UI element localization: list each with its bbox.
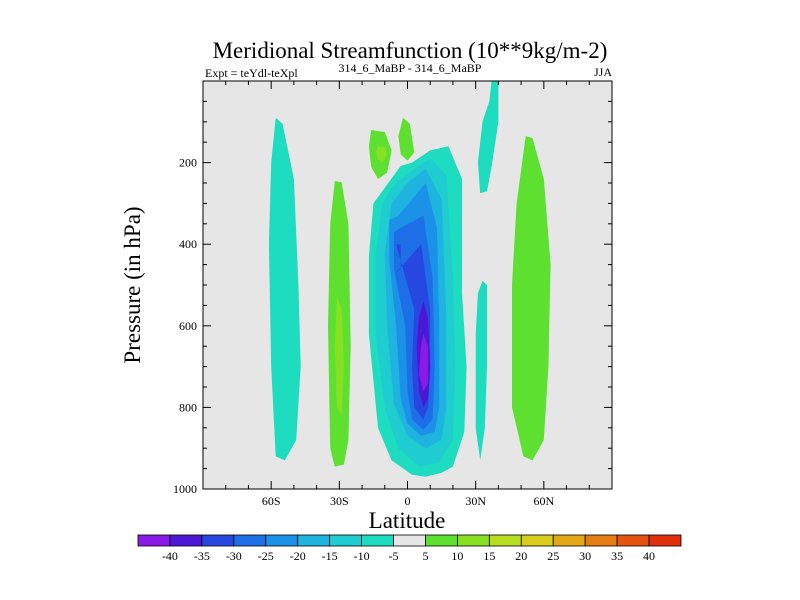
- contour-region-17: [512, 136, 551, 461]
- colorbar-label: 40: [643, 549, 655, 563]
- colorbar-label: -10: [354, 549, 370, 563]
- colorbar-label: 30: [579, 549, 591, 563]
- x-axis-label: Latitude: [369, 508, 446, 533]
- colorbar-label: 5: [422, 549, 428, 563]
- colorbar-swatch-5: [265, 534, 299, 547]
- contour-region-15: [477, 81, 499, 194]
- chart-title: Meridional Streamfunction (10**9kg/m-2): [213, 38, 608, 63]
- colorbar-swatch-2: [169, 534, 203, 547]
- colorbar-swatch-16: [616, 534, 650, 547]
- colorbar-label: -40: [162, 549, 178, 563]
- y-axis-ticks: 200 400 600 800 1000: [173, 156, 612, 496]
- colorbar-label: -35: [194, 549, 210, 563]
- contour-region-6: [398, 117, 415, 161]
- x-tick-label: 60S: [262, 494, 281, 508]
- colorbar-label: 20: [515, 549, 527, 563]
- subtitle-center: 314_6_MaBP - 314_6_MaBP: [339, 61, 482, 75]
- contour-region-16: [475, 280, 487, 461]
- contour-region-3: [334, 297, 344, 416]
- x-tick-label: 60N: [533, 494, 554, 508]
- y-tick-label: 600: [179, 319, 197, 333]
- colorbar-swatch-10: [425, 534, 458, 547]
- y-tick-label: 200: [179, 156, 197, 170]
- y-axis-label: Pressure (in hPa): [120, 206, 145, 363]
- colorbar-swatch-3: [201, 534, 235, 547]
- subtitle-right: JJA: [594, 65, 612, 79]
- colorbar-swatch-8: [361, 534, 394, 547]
- colorbar-swatch-17: [648, 534, 682, 547]
- colorbar-label: -25: [258, 549, 274, 563]
- colorbar-label: 10: [451, 549, 463, 563]
- contour-region-1: [268, 117, 301, 461]
- y-tick-label: 400: [179, 237, 197, 251]
- minor-ticks: [203, 81, 612, 489]
- colorbar-swatch-15: [584, 534, 618, 547]
- contour-region-5: [375, 146, 388, 163]
- plot-area: 60S 30S 0 30N 60N 200 400 600 800 1000: [173, 80, 613, 508]
- subtitle-left: Expt = teYdl-teXpl: [205, 66, 298, 80]
- colorbar: -40 -35 -30 -25 -20 -15 -10 -5 5 10 15 20 25 30 35 40: [137, 534, 682, 563]
- colorbar-label: -5: [389, 549, 399, 563]
- colorbar-label: -30: [226, 549, 242, 563]
- colorbar-label: -15: [322, 549, 338, 563]
- colorbar-label: -20: [290, 549, 306, 563]
- colorbar-label: 35: [611, 549, 623, 563]
- colorbar-swatch-9: [393, 534, 426, 547]
- colorbar-label: 25: [547, 549, 559, 563]
- colorbar-swatch-6: [297, 534, 331, 547]
- colorbar-swatch-12: [488, 534, 522, 547]
- colorbar-swatch-13: [520, 534, 554, 547]
- x-tick-label: 0: [405, 494, 411, 508]
- colorbar-swatch-7: [329, 534, 362, 547]
- colorbar-swatch-1: [137, 534, 171, 547]
- colorbar-swatch-14: [552, 534, 586, 547]
- x-tick-label: 30N: [465, 494, 486, 508]
- y-tick-label: 800: [179, 400, 197, 414]
- colorbar-swatch-11: [457, 534, 490, 547]
- contour-regions: [268, 81, 551, 477]
- contour-region-14: [418, 334, 428, 392]
- colorbar-label: 15: [483, 549, 495, 563]
- y-tick-label: 1000: [173, 482, 197, 496]
- x-axis-ticks: 60S 30S 0 30N 60N: [262, 81, 554, 508]
- x-tick-label: 30S: [330, 494, 349, 508]
- colorbar-swatch-4: [233, 534, 267, 547]
